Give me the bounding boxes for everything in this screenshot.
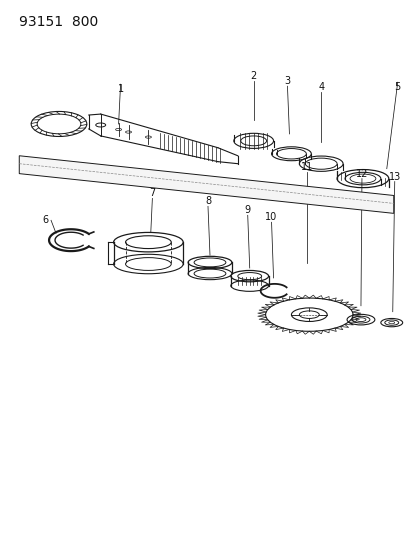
- Text: 8: 8: [204, 197, 211, 206]
- Text: 6: 6: [42, 215, 48, 225]
- Polygon shape: [19, 156, 393, 213]
- Text: 3: 3: [284, 76, 290, 86]
- Ellipse shape: [113, 232, 183, 252]
- Text: 2: 2: [250, 71, 256, 82]
- Text: 9: 9: [244, 205, 250, 215]
- Text: 13: 13: [388, 172, 400, 182]
- Text: 12: 12: [355, 168, 367, 179]
- Ellipse shape: [188, 256, 231, 269]
- Text: 11: 11: [301, 161, 313, 172]
- Text: 1: 1: [117, 84, 123, 94]
- Text: 93151  800: 93151 800: [19, 15, 98, 29]
- Ellipse shape: [230, 270, 268, 282]
- Text: 10: 10: [265, 212, 277, 222]
- Text: 7: 7: [149, 189, 155, 198]
- Text: 5: 5: [394, 82, 400, 92]
- Text: 4: 4: [318, 82, 323, 92]
